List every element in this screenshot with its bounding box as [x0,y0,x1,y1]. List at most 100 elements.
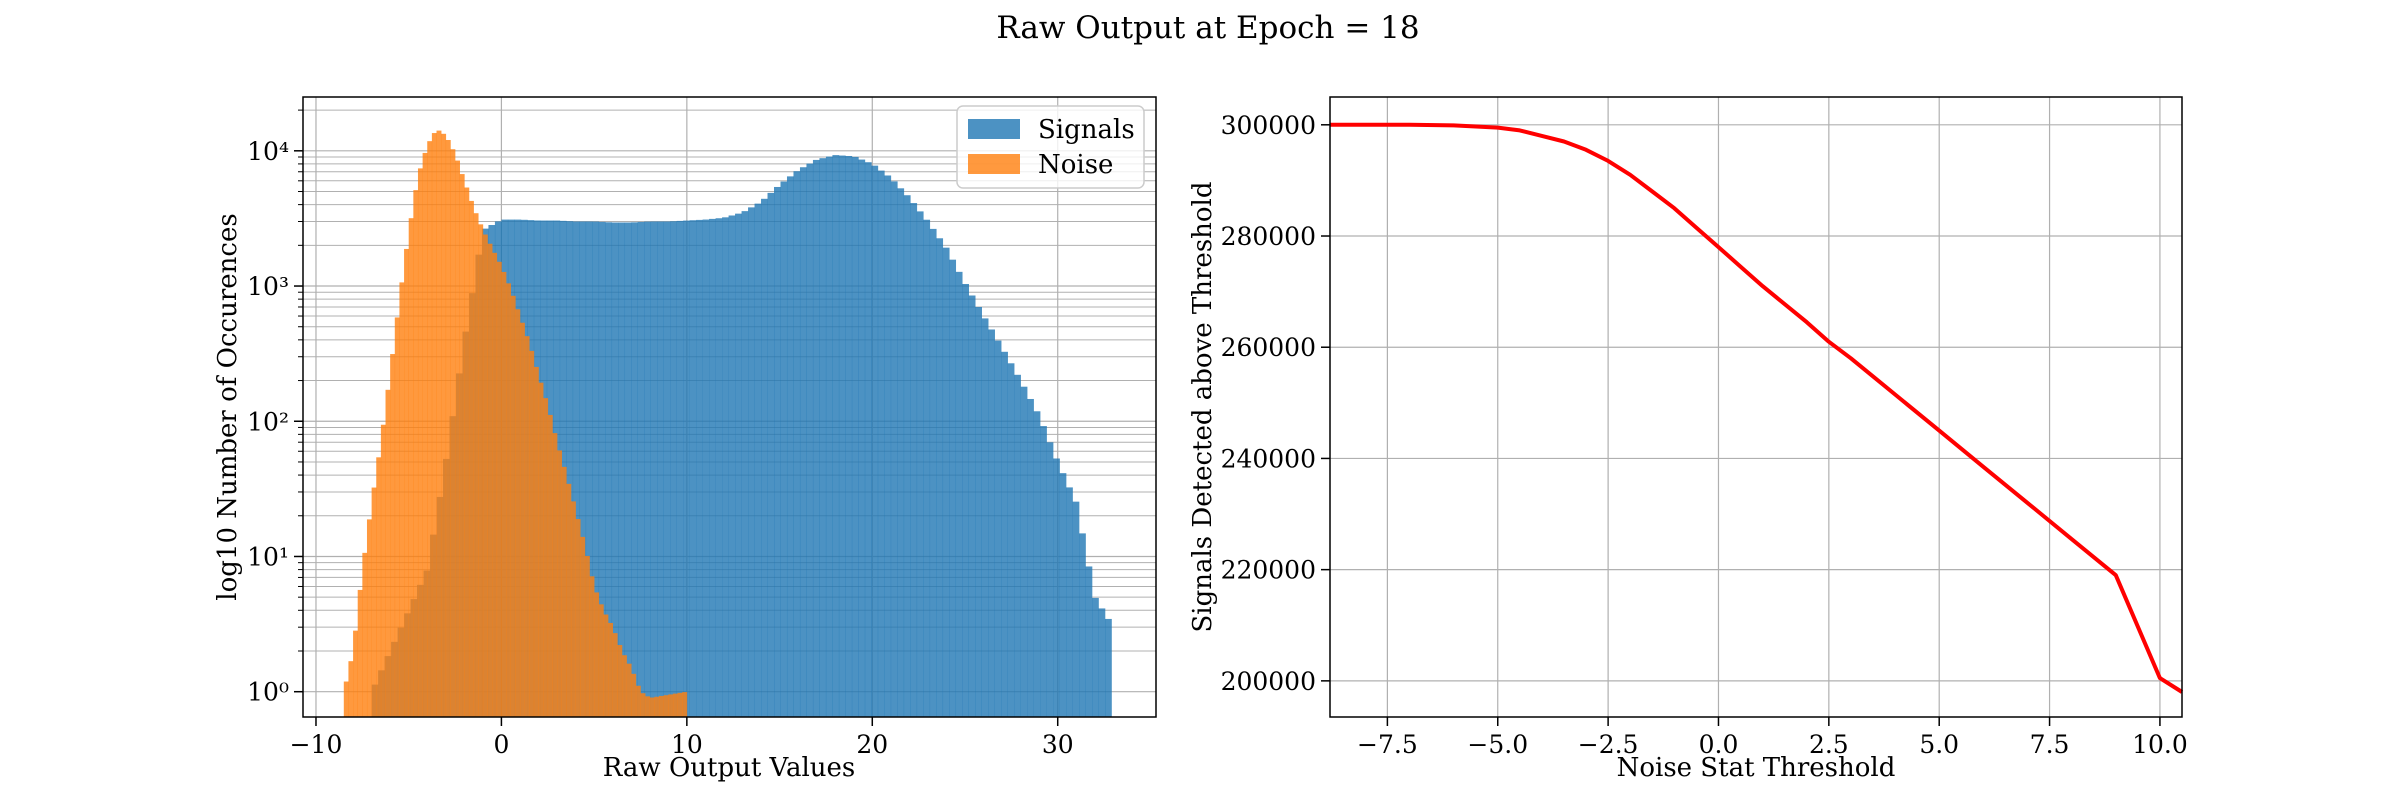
noise-bar [575,519,581,717]
noise-bar [654,696,660,717]
threshold-ytick-label: 260000 [1221,333,1316,362]
threshold-xtick-label: −2.5 [1578,730,1639,759]
noise-bar [510,295,516,717]
noise-bar [506,283,511,717]
signals-bar [761,198,768,718]
noise-bar [353,630,359,717]
signals-bar [936,238,944,717]
histogram-xtick-label: 20 [856,730,888,759]
histogram-ytick-label: 10² [247,407,289,436]
signals-bar [825,156,833,717]
signals-bar [709,218,716,717]
figure-suptitle: Raw Output at Epoch = 18 [996,10,1419,46]
signals-bar [735,213,742,717]
signals-bar [1059,473,1067,717]
signals-bar [579,221,587,717]
signals-bar [923,219,931,717]
noise-bar [645,696,651,717]
threshold-ytick-label: 280000 [1221,222,1316,251]
noise-bar [464,187,470,717]
noise-bar [408,218,414,717]
noise-bar [557,450,562,717]
signals-bar [897,188,905,718]
noise-bar [617,645,623,717]
noise-bar [682,692,688,717]
signals-bar [793,171,801,717]
signals-bar [1079,533,1086,717]
signals-bar [572,221,580,717]
noise-bar [640,693,646,717]
histogram-ylabel: log10 Number of Occurences [213,213,243,600]
threshold-ylabel: Signals Detected above Threshold [1188,181,1218,632]
threshold-xtick-label: 5.0 [1919,730,1959,759]
noise-bar [519,322,525,717]
signals-bar [585,221,593,717]
noise-bar [450,149,456,717]
noise-bar [404,248,409,717]
noise-bar [441,133,447,718]
signals-bar [832,155,840,717]
noise-bar [547,414,553,717]
signals-bar [631,222,639,717]
noise-bar [603,614,609,717]
signals-bar [676,220,684,717]
noise-bar [385,389,391,717]
threshold-xtick-label: −7.5 [1357,730,1418,759]
noise-bar [496,261,502,717]
threshold-xtick-label: 10.0 [2132,730,2188,759]
signals-bar [864,162,872,718]
signals-bar [780,181,788,717]
noise-bar [468,200,474,717]
signals-bar [988,329,995,717]
threshold-xlabel: Noise Stat Threshold [1617,753,1896,783]
signals-bar [910,203,918,717]
threshold-xtick-label: 7.5 [2030,730,2070,759]
signals-bar [981,318,989,717]
signals-bar [644,221,651,717]
signals-bar [1085,566,1093,717]
legend-noise-swatch [968,154,1020,174]
noise-bar [366,519,372,717]
noise-bar [580,536,586,717]
signals-bar [592,221,600,717]
signals-bar [962,283,970,717]
noise-bar [533,366,539,717]
noise-bar [343,681,349,717]
signals-bar [1040,426,1047,717]
noise-bar [427,141,433,717]
noise-bar [561,466,567,717]
noise-bar [659,695,664,717]
threshold-ytick-label: 300000 [1221,111,1316,140]
signals-bar [566,221,574,717]
signals-bar [748,207,755,717]
signals-bar [1066,487,1073,717]
noise-bar [621,655,627,717]
threshold-ticks: −7.5 −5.0 −2.5 0.0 2.5 5.0 7.5 10.0 200000 220000… [1221,111,2188,759]
noise-bar [390,354,396,717]
signals-bar [1098,608,1106,717]
signals-bar [683,220,690,717]
signals-bar [968,295,976,717]
signals-bar [806,163,814,718]
noise-bar [413,190,419,717]
noise-bar [357,589,363,717]
noise-bar [649,697,655,717]
histogram-frame [302,96,1157,718]
signals-bar [728,215,736,717]
noise-bar [459,174,465,717]
signals-bar [605,222,613,717]
noise-bar [543,398,549,717]
noise-bar [584,555,590,717]
noise-bar [515,309,521,717]
signals-bar [598,221,606,717]
noise-bar [371,487,377,717]
noise-bar [455,160,460,717]
histogram-xtick-label: 0 [493,730,509,759]
signals-bar [955,271,963,717]
noise-bar [663,695,669,717]
threshold-line-axes: −7.5 −5.0 −2.5 0.0 2.5 5.0 7.5 10.0 200000 220000… [1188,96,2188,783]
noise-bar [362,552,368,717]
noise-bar [445,140,451,717]
signals-bar [949,259,957,717]
signals-bar [637,221,645,717]
